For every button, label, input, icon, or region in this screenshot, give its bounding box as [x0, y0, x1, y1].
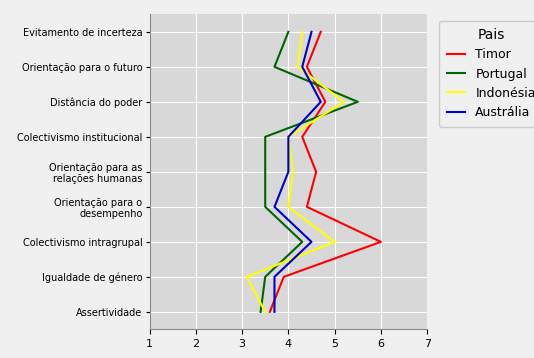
Austrália: [285, 170, 292, 174]
Austrália: [318, 100, 324, 104]
Indonésia: [244, 275, 250, 279]
Indonésia: [332, 240, 338, 244]
Timor: [299, 135, 305, 139]
Timor: [280, 275, 287, 279]
Austrália: [271, 205, 278, 209]
Portugal: [271, 65, 278, 69]
Indonésia: [290, 170, 296, 174]
Indonésia: [285, 205, 292, 209]
Portugal: [299, 240, 305, 244]
Austrália: [271, 310, 278, 314]
Line: Austrália: Austrália: [274, 32, 321, 312]
Austrália: [285, 135, 292, 139]
Timor: [266, 310, 273, 314]
Austrália: [308, 30, 315, 34]
Portugal: [257, 310, 264, 314]
Austrália: [299, 65, 305, 69]
Timor: [318, 30, 324, 34]
Portugal: [262, 135, 269, 139]
Portugal: [355, 100, 361, 104]
Timor: [313, 170, 319, 174]
Line: Portugal: Portugal: [261, 32, 358, 312]
Austrália: [271, 275, 278, 279]
Indonésia: [262, 310, 269, 314]
Indonésia: [294, 65, 301, 69]
Portugal: [285, 30, 292, 34]
Timor: [378, 240, 384, 244]
Austrália: [308, 240, 315, 244]
Indonésia: [341, 100, 347, 104]
Portugal: [262, 205, 269, 209]
Line: Timor: Timor: [270, 32, 381, 312]
Timor: [322, 100, 328, 104]
Legend: Timor, Portugal, Indonésia, Austrália: Timor, Portugal, Indonésia, Austrália: [439, 20, 534, 127]
Indonésia: [285, 135, 292, 139]
Timor: [304, 205, 310, 209]
Timor: [304, 65, 310, 69]
Line: Indonésia: Indonésia: [247, 32, 344, 312]
Portugal: [262, 275, 269, 279]
Indonésia: [299, 30, 305, 34]
Portugal: [262, 170, 269, 174]
